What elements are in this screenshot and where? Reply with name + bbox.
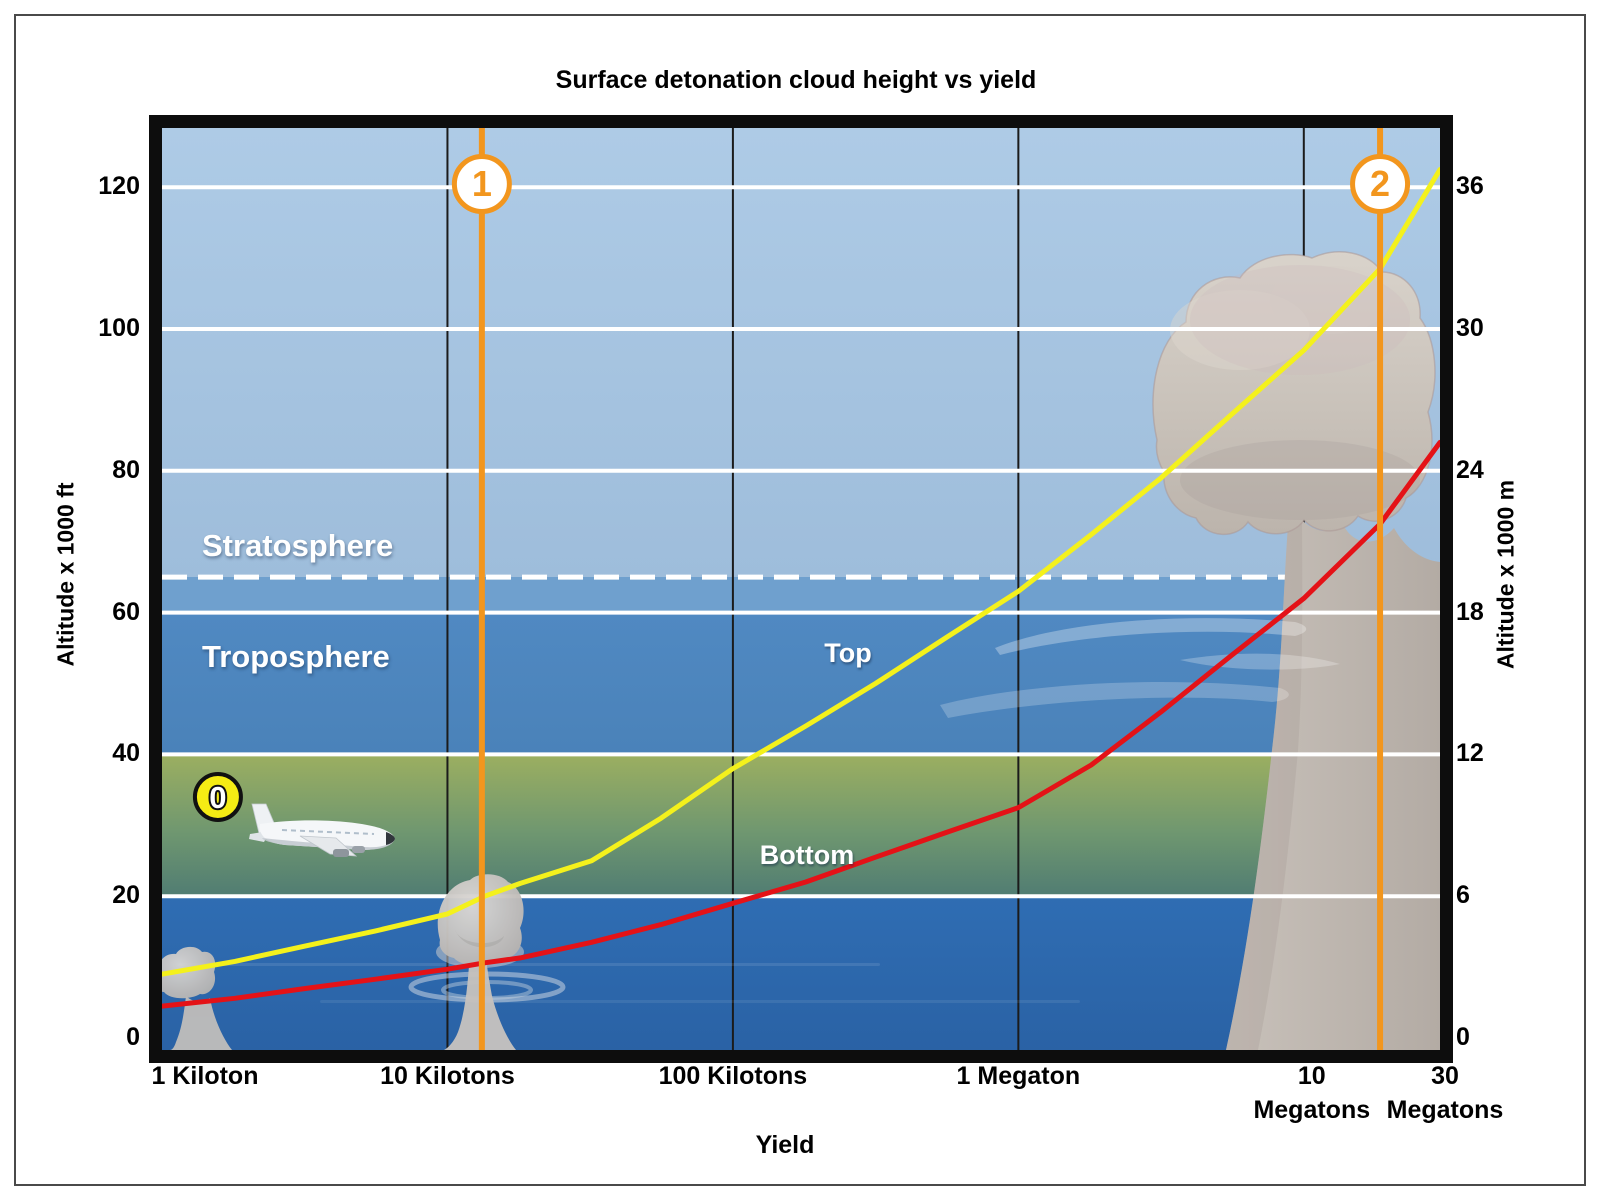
reference-circle-number: 2 (1370, 163, 1390, 204)
reference-circle-number: 1 (472, 163, 492, 204)
reference-circle-1 (451, 154, 512, 214)
y-tick-left-40: 40 (112, 739, 140, 768)
top-curve-label: Top (824, 638, 872, 668)
sea-streak (180, 963, 880, 966)
badge-circle-0 (192, 771, 243, 822)
mushroom-stem-shading (1226, 500, 1303, 1050)
airplane-engine (352, 846, 365, 853)
x-tick-10kt: 10 Kilotons (380, 1062, 515, 1090)
x-tick-30000kt: 30 (1431, 1062, 1459, 1090)
mushroom-stem (1226, 500, 1440, 1050)
x-tick-1kt: 1 Kiloton (151, 1062, 259, 1090)
reference-circle-2 (1350, 154, 1411, 214)
x-tick-100kt: 100 Kilotons (658, 1062, 808, 1090)
badge-number: 0 (209, 780, 226, 815)
chart-title: Surface detonation cloud height vs yield (555, 66, 1037, 94)
airliner-illustration (249, 803, 395, 857)
y-tick-left-100: 100 (98, 314, 140, 342)
airplane-window-strip (281, 829, 375, 835)
tropopause-band (162, 577, 1440, 614)
mushroom-cap (1152, 251, 1436, 536)
wispy-cloud (940, 681, 1289, 718)
x-tick-30000kt-line2: Megatons (1386, 1096, 1504, 1124)
data-curves (162, 167, 1440, 1009)
curve-top (162, 167, 1440, 977)
y-tick-right-30: 30 (1456, 314, 1484, 342)
x-tick-10000kt-line2: Megatons (1253, 1096, 1371, 1124)
x-tick-1000kt: 1 Megaton (956, 1062, 1081, 1090)
wispy-cloud (995, 618, 1307, 655)
small-mushroom-cloud-1kt (162, 947, 232, 1050)
mushroom-cap-shadow (1180, 440, 1420, 520)
sea-band (162, 896, 1440, 1050)
y-tick-right-18: 18 (1456, 597, 1484, 626)
mushroom-cap-highlight (1270, 266, 1390, 334)
ground-band (162, 754, 1440, 897)
y-tick-left-120: 120 (98, 172, 140, 201)
x-tick-10000kt: 10 (1297, 1062, 1326, 1090)
y-tick-right-24: 24 (1456, 455, 1484, 484)
large-mushroom-cloud-illustration (1152, 251, 1440, 1050)
y-tick-right-36: 36 (1456, 172, 1484, 201)
y-tick-left-80: 80 (112, 455, 140, 484)
y-tick-left-0: 0 (126, 1023, 140, 1051)
numbered-markers: 0 1 2 (192, 154, 1411, 822)
bottom-curve-label: Bottom (759, 840, 855, 870)
y-tick-left-20: 20 (112, 881, 140, 910)
stratosphere-label: Stratosphere (202, 528, 394, 563)
reference-lines (478, 128, 1384, 1050)
curve-bottom (162, 439, 1440, 1009)
plot-border (149, 115, 1453, 1063)
airplane-engine (333, 849, 349, 857)
horizontal-gridlines (162, 185, 1440, 899)
page-border (14, 14, 1586, 1186)
airplane-nose (386, 832, 395, 845)
y-tick-right-0: 0 (1456, 1023, 1470, 1051)
y-tick-right-6: 6 (1456, 881, 1470, 910)
y-tick-right-12: 12 (1456, 739, 1484, 768)
y-tick-left-60: 60 (112, 597, 140, 626)
x-axis-label: Yield (755, 1131, 815, 1159)
troposphere-label: Troposphere (202, 639, 390, 674)
